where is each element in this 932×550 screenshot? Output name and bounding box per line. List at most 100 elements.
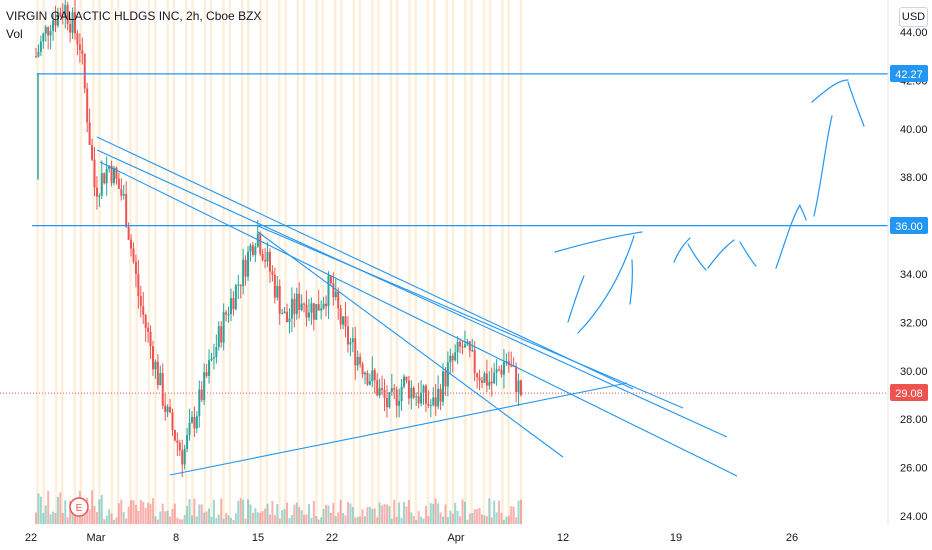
level-tag-36[interactable]: 36.00 (890, 217, 928, 234)
candle-body (69, 24, 72, 33)
candle-body (398, 401, 401, 406)
candle-body (142, 306, 145, 315)
session-stripe (433, 0, 436, 525)
session-stripe (98, 0, 101, 525)
volume-bar (105, 515, 108, 524)
x-tick-label: 8 (173, 532, 179, 544)
y-tick-label: 30.00 (900, 366, 928, 378)
candle-body (422, 385, 425, 393)
candle-body (276, 286, 279, 298)
volume-bar (130, 500, 133, 524)
annotation-stroke (847, 81, 865, 127)
volume-bar (190, 515, 193, 524)
candle-body (459, 341, 462, 347)
x-tick-label: 22 (326, 532, 338, 544)
volume-bar (122, 512, 125, 524)
volume-bar (225, 513, 228, 524)
volume-bar (264, 508, 267, 524)
volume-bar (171, 508, 174, 524)
candle-body (520, 380, 522, 396)
volume-bar (149, 504, 152, 524)
volume-bar (181, 519, 184, 524)
x-tick-label: Apr (447, 532, 464, 544)
volume-bar (507, 515, 510, 524)
candle-body (220, 326, 223, 343)
session-stripe (488, 0, 492, 525)
candle-body (215, 347, 218, 358)
candle-body (483, 373, 486, 383)
volume-bar (281, 510, 284, 524)
candle-body (49, 31, 52, 36)
x-tick-label: 15 (252, 532, 264, 544)
volume-bar (112, 519, 115, 524)
volume-bar (312, 500, 315, 524)
volume-bar (488, 498, 491, 524)
candle-body (495, 369, 498, 373)
candle-body (488, 381, 491, 386)
volume-bar (227, 515, 230, 524)
volume-bar (83, 509, 86, 524)
session-stripe (470, 0, 473, 525)
volume-bar (520, 499, 522, 524)
candle-body (427, 403, 430, 406)
candle-body (193, 417, 196, 429)
volume-bar (210, 516, 213, 524)
candle-body (227, 314, 230, 316)
candle-body (242, 259, 245, 287)
session-stripe (278, 0, 281, 525)
volume-bar (420, 516, 423, 524)
candle-body (300, 303, 303, 310)
volume-bar (268, 514, 271, 524)
candle-body (359, 356, 362, 365)
candle-body (249, 245, 252, 252)
volume-bar (144, 507, 147, 524)
candle-body (88, 122, 91, 145)
candle-body (356, 356, 359, 366)
volume-bar (222, 518, 225, 524)
volume-bar (76, 516, 79, 524)
candle-body (390, 388, 393, 393)
candle-body (188, 422, 191, 436)
candle-body (502, 362, 505, 375)
level-tag-36-text: 36.00 (895, 221, 923, 233)
volume-bar (502, 519, 505, 524)
volume-bar (142, 501, 145, 524)
volume-bar (359, 516, 362, 524)
candle-body (478, 377, 481, 381)
volume-bar (69, 500, 72, 524)
candle-body (403, 376, 406, 387)
volume-bar (305, 514, 308, 524)
candle-body (385, 397, 388, 408)
candle-body (71, 12, 74, 33)
volume-bar (139, 499, 142, 524)
trendline-5 (257, 231, 564, 458)
candle-body (329, 275, 332, 284)
y-tick-label: 26.00 (900, 463, 928, 475)
candle-body (388, 392, 391, 408)
session-stripe (377, 0, 380, 525)
volume-bar (261, 510, 264, 524)
currency-button[interactable]: USD (899, 7, 928, 27)
volume-bar (473, 509, 476, 524)
candle-body (361, 364, 364, 375)
session-stripe (42, 0, 45, 525)
candle-body (303, 303, 306, 305)
candle-body (181, 450, 184, 465)
candle-body (95, 187, 98, 197)
volume-bar (515, 517, 518, 524)
level-tag-42[interactable]: 42.27 (890, 65, 928, 82)
volume-bar (215, 518, 218, 524)
earnings-marker[interactable]: E (69, 497, 89, 517)
session-shading (36, 0, 523, 525)
session-stripe (265, 0, 269, 525)
volume-bar (334, 516, 337, 524)
session-stripe (259, 0, 262, 525)
x-tick-label: 19 (670, 532, 682, 544)
last-price-text: 29.08 (895, 388, 923, 400)
session-stripe (154, 0, 157, 525)
candle-body (147, 327, 150, 332)
candle-body (164, 405, 167, 413)
volume-bar (176, 517, 179, 524)
candle-body (264, 260, 267, 262)
